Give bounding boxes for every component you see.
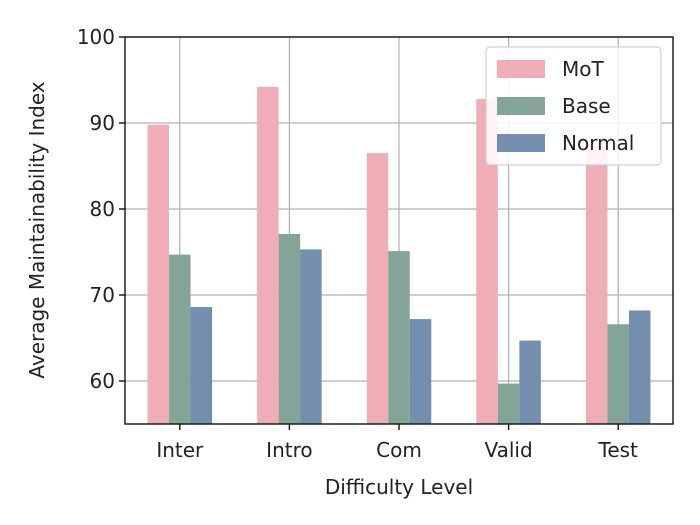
- x-tick-label: Com: [376, 438, 422, 462]
- bar-base-intro: [278, 233, 301, 424]
- bar-base-com: [388, 251, 410, 424]
- bar-normal-valid: [519, 340, 541, 424]
- bar-mot-valid: [476, 98, 498, 425]
- axis-ticks: 60 70 80 90 100 Inter Intro Com Valid Test: [77, 25, 638, 462]
- y-tick-label: 70: [90, 283, 115, 307]
- bar-normal-test: [628, 310, 651, 424]
- bar-base-inter: [169, 254, 191, 424]
- x-tick-label: Valid: [484, 438, 532, 462]
- legend-swatch-base: [497, 97, 545, 115]
- bar-mot-intro: [257, 86, 279, 424]
- bar-mot-test: [585, 144, 608, 424]
- x-tick-label: Test: [598, 438, 639, 462]
- legend-label-mot: MoT: [562, 57, 604, 81]
- x-tick-label: Inter: [156, 438, 204, 462]
- bar-normal-inter: [190, 307, 213, 424]
- y-axis-title: Average Maintainability Index: [25, 81, 49, 378]
- y-tick-label: 80: [90, 197, 115, 221]
- legend: MoT Base Normal: [485, 46, 662, 166]
- legend-label-base: Base: [562, 94, 611, 118]
- bars: [147, 86, 651, 425]
- legend-swatch-mot: [497, 60, 545, 78]
- x-tick-label: Intro: [266, 438, 312, 462]
- x-axis-title: Difficulty Level: [325, 475, 473, 499]
- bar-normal-intro: [300, 249, 322, 424]
- bar-normal-com: [409, 319, 432, 424]
- bar-base-test: [607, 324, 629, 424]
- bar-mot-inter: [147, 124, 170, 424]
- legend-swatch-normal: [497, 134, 545, 152]
- y-tick-label: 100: [77, 25, 115, 49]
- y-tick-label: 60: [90, 369, 115, 393]
- legend-label-normal: Normal: [562, 131, 634, 155]
- bar-base-valid: [497, 383, 520, 424]
- y-tick-label: 90: [90, 111, 115, 135]
- bar-mot-com: [366, 153, 389, 424]
